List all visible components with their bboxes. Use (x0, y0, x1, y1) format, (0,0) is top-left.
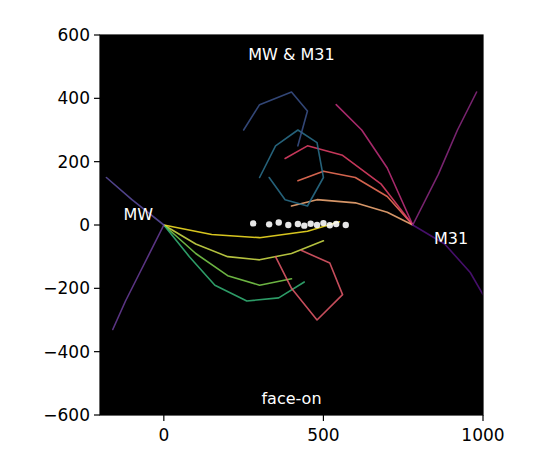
x-tick (323, 415, 324, 421)
chart: 0 500 1000 −600 −400 −200 0 200 400 600 MW & M31 fa… (0, 0, 536, 470)
trajectory (413, 92, 477, 225)
point (320, 220, 326, 226)
x-tick-label: 0 (158, 425, 169, 445)
y-tick (94, 34, 100, 35)
y-tick-label: −400 (43, 342, 90, 362)
trajectory (106, 178, 163, 226)
point (301, 222, 307, 228)
point (250, 220, 256, 226)
y-tick (94, 288, 100, 289)
y-tick (94, 224, 100, 225)
y-tick-label: −200 (43, 278, 90, 298)
point (266, 221, 272, 227)
x-tick-label: 500 (307, 425, 339, 445)
trajectory (285, 146, 413, 225)
y-tick-label: 400 (58, 88, 90, 108)
trajectory (413, 225, 483, 295)
point (307, 221, 313, 227)
trajectory (336, 105, 413, 225)
annotation: face-on (261, 389, 321, 408)
trajectory (164, 225, 292, 285)
trajectory (276, 250, 343, 320)
x-tick-label: 1000 (461, 425, 504, 445)
plot-frame (100, 35, 483, 415)
x-tick (163, 415, 164, 421)
y-tick-label: 200 (58, 152, 90, 172)
trajectory (113, 225, 164, 330)
point (285, 222, 291, 228)
point (314, 222, 320, 228)
y-tick (94, 98, 100, 99)
point (343, 222, 349, 228)
y-tick (94, 161, 100, 162)
annotation: MW (123, 205, 153, 224)
trajectory (260, 130, 324, 206)
point (276, 219, 282, 225)
trajectory (244, 92, 308, 146)
point (333, 221, 339, 227)
y-tick-label: 0 (79, 215, 90, 235)
y-tick-label: 600 (58, 25, 90, 45)
x-tick (482, 415, 483, 421)
data-group (106, 92, 483, 330)
annotation: M31 (434, 229, 468, 248)
plot-background (100, 35, 483, 415)
point (327, 222, 333, 228)
point (295, 221, 301, 227)
annotation: MW & M31 (248, 45, 334, 64)
y-tick (94, 414, 100, 415)
y-tick-label: −600 (43, 405, 90, 425)
y-tick (94, 351, 100, 352)
